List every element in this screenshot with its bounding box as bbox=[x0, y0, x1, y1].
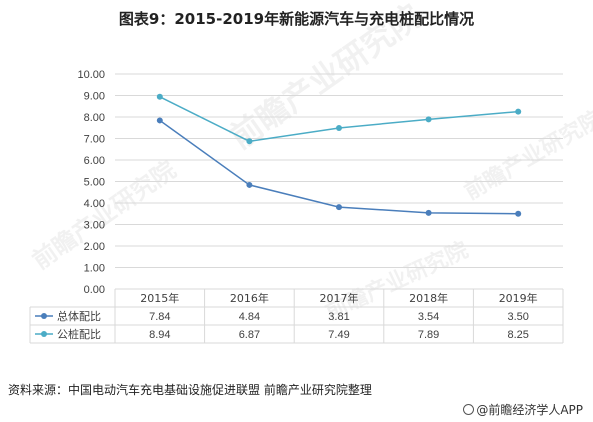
data-point bbox=[515, 210, 522, 217]
table-value: 4.84 bbox=[239, 311, 260, 323]
brand-text: @前瞻经济学人APP bbox=[476, 403, 583, 417]
chart-title: 图表9：2015-2019年新能源汽车与充电桩配比情况 bbox=[118, 10, 475, 28]
legend-marker bbox=[41, 313, 47, 319]
y-tick-label: 6.00 bbox=[84, 155, 105, 167]
legend-series-name: 总体配比 bbox=[57, 309, 101, 323]
y-tick-label: 10.00 bbox=[77, 69, 105, 81]
y-tick-label: 0.00 bbox=[84, 284, 105, 296]
data-point bbox=[515, 108, 522, 115]
source-note: 资料来源：中国电动汽车充电基础设施促进联盟 前瞻产业研究院整理 bbox=[8, 383, 372, 397]
y-axis: 0.00 1.00 2.00 3.00 4.00 5.00 6.00 7.00 8.00 9.00… bbox=[77, 69, 105, 296]
table-value: 7.49 bbox=[328, 329, 349, 341]
x-category-label: 2015年 bbox=[140, 291, 179, 305]
data-point bbox=[246, 181, 253, 188]
y-tick-label: 8.00 bbox=[84, 112, 105, 124]
x-category-label: 2019年 bbox=[499, 291, 538, 305]
watermark-text-2: 前瞻产业研究院 bbox=[460, 106, 593, 206]
series-lines bbox=[156, 93, 522, 217]
legend-marker bbox=[41, 331, 47, 337]
watermark-text-1: 前瞻产业研究院 bbox=[27, 156, 181, 275]
grid-lines bbox=[115, 73, 563, 290]
y-tick-label: 5.00 bbox=[84, 177, 105, 189]
table-value: 3.81 bbox=[328, 311, 349, 323]
y-tick-label: 4.00 bbox=[84, 198, 105, 210]
data-point bbox=[246, 138, 253, 145]
series-line-1 bbox=[159, 96, 519, 143]
y-tick-label: 2.00 bbox=[84, 241, 105, 253]
data-point bbox=[156, 93, 163, 100]
y-tick-label: 9.00 bbox=[84, 91, 105, 103]
brand-icon bbox=[463, 404, 475, 415]
data-point bbox=[336, 124, 342, 131]
data-point bbox=[425, 209, 432, 216]
x-category-label: 2017年 bbox=[320, 291, 359, 305]
data-point bbox=[156, 117, 163, 124]
table-value: 8.94 bbox=[149, 329, 170, 341]
legend-series-name: 公桩配比 bbox=[57, 327, 101, 341]
data-point bbox=[425, 116, 432, 123]
data-point bbox=[336, 204, 342, 211]
series-line-0 bbox=[159, 119, 519, 215]
table-value: 3.54 bbox=[418, 311, 439, 323]
watermark-text-0: 前瞻产业研究院 bbox=[223, 0, 428, 157]
table-value: 7.89 bbox=[418, 329, 439, 341]
x-category-label: 2016年 bbox=[230, 291, 269, 305]
y-tick-label: 1.00 bbox=[84, 263, 105, 275]
table-value: 6.87 bbox=[239, 329, 260, 341]
x-category-label: 2018年 bbox=[409, 291, 448, 305]
y-tick-label: 3.00 bbox=[84, 220, 105, 232]
y-tick-label: 7.00 bbox=[84, 134, 105, 146]
brand-label: @前瞻经济学人APP bbox=[463, 401, 583, 418]
table-value: 8.25 bbox=[507, 329, 528, 341]
table-value: 3.50 bbox=[507, 311, 528, 323]
table-value: 7.84 bbox=[149, 311, 170, 323]
